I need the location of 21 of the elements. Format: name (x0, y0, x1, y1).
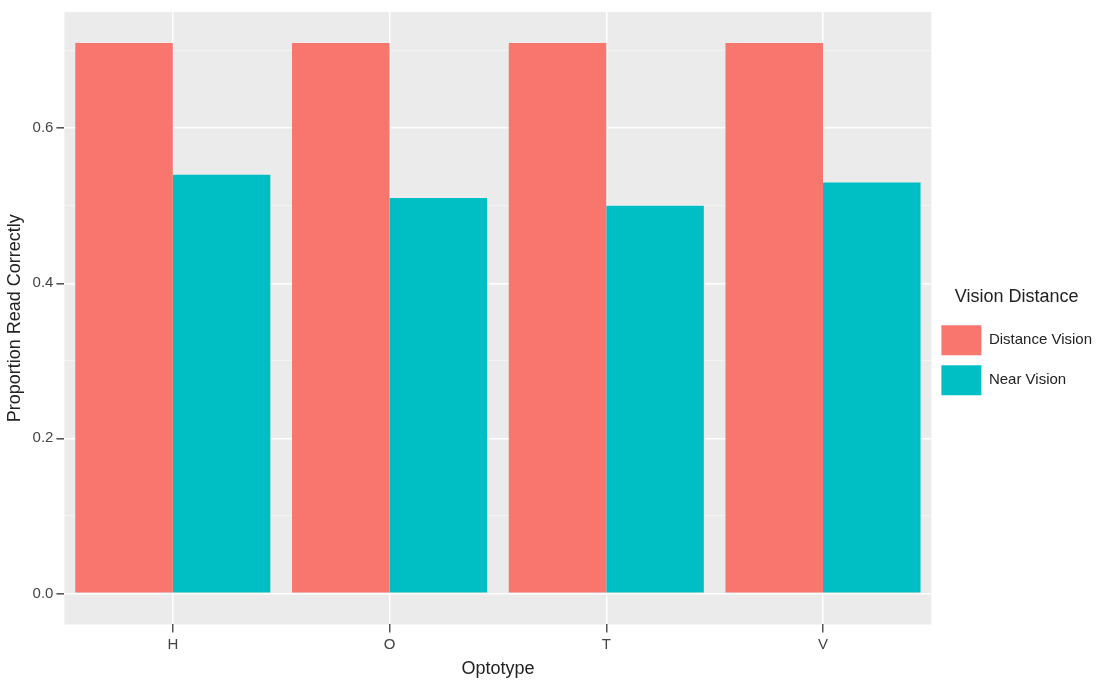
x-tick-label: V (818, 634, 829, 652)
y-tick-label: 0.6 (32, 118, 54, 136)
legend-label: Near Vision (988, 370, 1067, 388)
bar (508, 43, 607, 593)
x-axis-title: Optotype (461, 658, 535, 679)
bar (389, 198, 488, 593)
x-tick-label: O (383, 634, 396, 652)
y-tick-label: 0.4 (32, 273, 54, 291)
legend-title: Vision Distance (954, 285, 1079, 306)
x-tick-label: T (601, 634, 611, 652)
bar (75, 43, 173, 593)
bar (725, 43, 824, 593)
y-tick-label: 0.2 (32, 428, 54, 446)
bar (172, 174, 271, 593)
y-tick-label: 0.0 (32, 583, 54, 601)
x-tick-label: H (167, 634, 179, 652)
bar (606, 205, 704, 593)
y-axis-title: Proportion Read Correctly (3, 214, 24, 423)
bar (823, 182, 921, 593)
legend-label: Distance Vision (988, 330, 1093, 348)
bar (292, 43, 390, 593)
